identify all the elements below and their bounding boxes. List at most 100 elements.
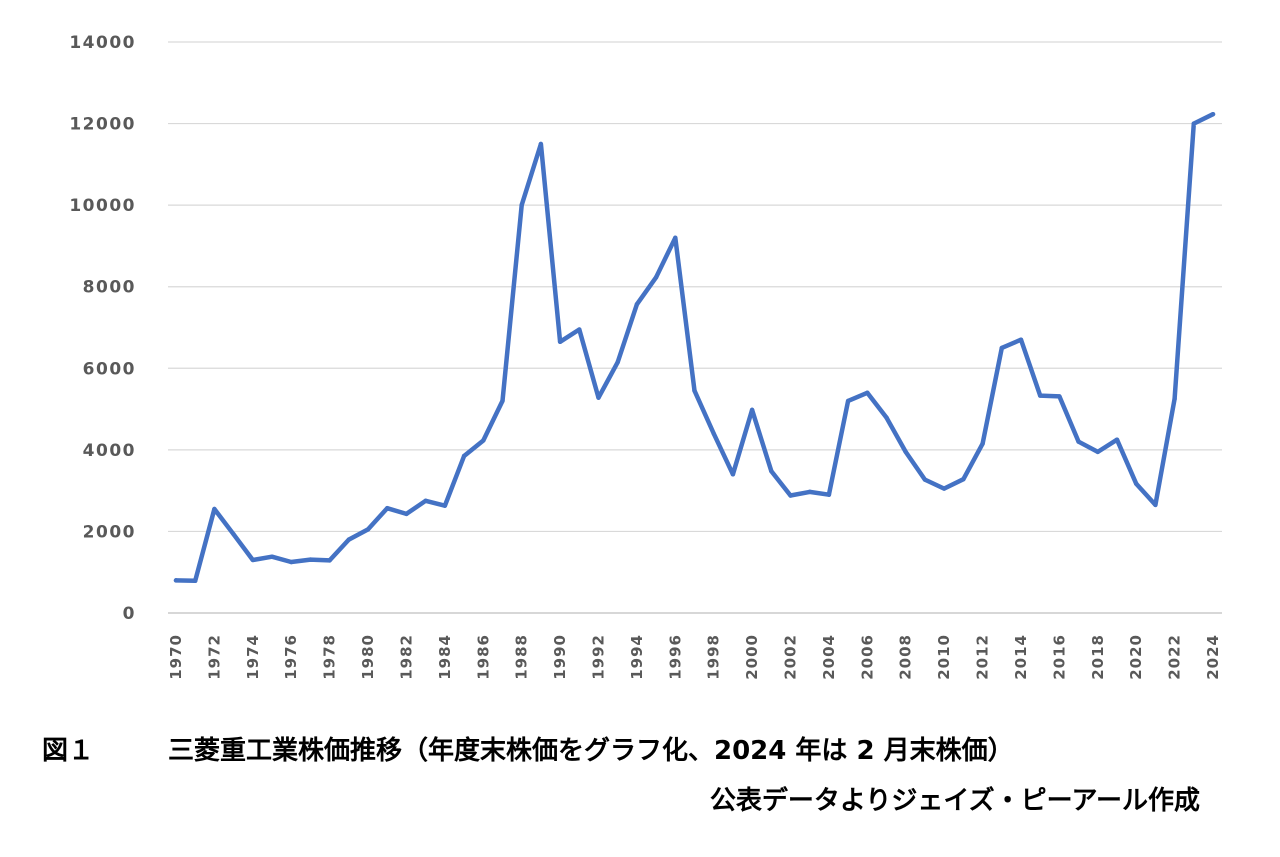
x-tick-label: 1998 — [705, 634, 723, 680]
data-point — [865, 390, 870, 395]
x-tick-label: 1980 — [359, 634, 377, 680]
data-point — [385, 505, 390, 511]
x-tick-label: 1976 — [282, 634, 300, 680]
y-tick-label: 14000 — [69, 33, 136, 53]
data-point — [327, 558, 332, 563]
figure-label: 図１ — [42, 736, 95, 766]
x-tick-label: 1978 — [321, 634, 339, 680]
x-tick-label: 1984 — [436, 634, 454, 680]
data-point — [922, 477, 928, 482]
y-tick-label: 2000 — [83, 522, 136, 542]
x-tick-label: 2014 — [1012, 634, 1030, 680]
y-tick-label: 4000 — [83, 441, 136, 461]
data-point — [519, 202, 524, 208]
x-tick-label: 2004 — [820, 634, 838, 680]
data-point — [807, 489, 812, 495]
data-point — [404, 511, 409, 517]
x-tick-label: 1992 — [589, 634, 607, 680]
data-point — [365, 527, 371, 532]
y-tick-label: 12000 — [69, 115, 136, 135]
data-point — [173, 578, 179, 583]
x-tick-label: 2020 — [1127, 634, 1145, 680]
data-point — [557, 339, 563, 344]
data-point — [1114, 437, 1120, 442]
figure-source: 公表データよりジェイズ・ピーアール作成 — [709, 786, 1200, 816]
data-point — [500, 398, 505, 404]
x-tick-label: 2018 — [1089, 634, 1107, 680]
data-point — [634, 302, 640, 307]
data-point — [730, 472, 736, 477]
data-point — [442, 503, 448, 508]
data-point — [1172, 396, 1177, 402]
data-point — [1076, 439, 1081, 444]
x-tick-label: 1996 — [666, 634, 684, 680]
x-axis: 1970 1972 1974 1976 1978 1980 1982 1984 1986 1988… — [167, 634, 1222, 680]
figure-title: 三菱重工業株価推移（年度末株価をグラフ化、2024 年は 2 月末株価） — [168, 736, 1014, 766]
x-tick-label: 1990 — [551, 634, 569, 680]
data-point — [538, 141, 544, 147]
y-tick-label: 6000 — [83, 359, 136, 379]
data-point — [615, 359, 620, 365]
series-line — [173, 111, 1216, 584]
x-tick-label: 2016 — [1050, 634, 1068, 680]
x-tick-label: 2008 — [897, 634, 915, 680]
data-point — [423, 498, 428, 504]
data-point — [577, 327, 582, 332]
data-point — [769, 468, 774, 474]
x-tick-label: 1994 — [628, 634, 646, 680]
data-point — [941, 486, 947, 491]
y-axis: 0 2000 4000 6000 8000 10000 12000 14000 — [69, 33, 136, 624]
data-point — [692, 388, 697, 393]
data-point — [961, 477, 966, 482]
data-point — [653, 275, 659, 280]
data-point — [749, 407, 755, 413]
x-tick-label: 1986 — [474, 634, 492, 680]
x-tick-label: 1972 — [205, 634, 223, 680]
data-point — [250, 557, 256, 563]
data-point — [980, 441, 985, 446]
data-point — [1018, 337, 1024, 342]
data-point — [788, 493, 793, 498]
data-point — [269, 554, 275, 559]
data-point — [711, 431, 716, 436]
x-tick-label: 1974 — [244, 634, 262, 680]
data-point — [231, 532, 236, 537]
data-point — [826, 492, 832, 497]
gridlines — [168, 41, 1222, 614]
y-tick-label: 8000 — [83, 278, 136, 298]
data-point — [1037, 393, 1043, 398]
x-tick-label: 2010 — [935, 634, 953, 680]
data-point — [1153, 502, 1158, 508]
data-point — [1057, 394, 1062, 399]
data-point — [289, 559, 294, 565]
data-point — [193, 578, 198, 583]
data-point — [596, 395, 601, 400]
x-tick-label: 1982 — [397, 634, 415, 680]
x-tick-label: 2006 — [858, 634, 876, 680]
y-tick-label: 10000 — [69, 196, 136, 216]
data-point — [308, 557, 313, 562]
data-point — [1191, 121, 1196, 126]
data-point — [903, 449, 908, 455]
data-point — [845, 398, 851, 404]
x-tick-label: 2012 — [974, 634, 992, 680]
plot-area — [173, 111, 1216, 584]
x-tick-label: 1988 — [513, 634, 531, 680]
x-tick-label: 2002 — [782, 634, 800, 680]
data-point — [1210, 111, 1216, 117]
data-point — [481, 438, 486, 443]
data-point — [999, 345, 1004, 351]
data-point — [346, 537, 352, 542]
x-tick-label: 2000 — [743, 634, 761, 680]
y-tick-label: 0 — [123, 604, 136, 624]
data-point — [673, 235, 678, 240]
data-point — [1095, 449, 1100, 455]
data-point — [884, 415, 889, 420]
data-point — [1133, 481, 1139, 486]
data-point — [461, 453, 467, 459]
x-tick-label: 2022 — [1166, 634, 1184, 680]
x-tick-label: 2024 — [1204, 634, 1222, 680]
x-tick-label: 1970 — [167, 634, 185, 680]
data-point — [212, 506, 217, 512]
